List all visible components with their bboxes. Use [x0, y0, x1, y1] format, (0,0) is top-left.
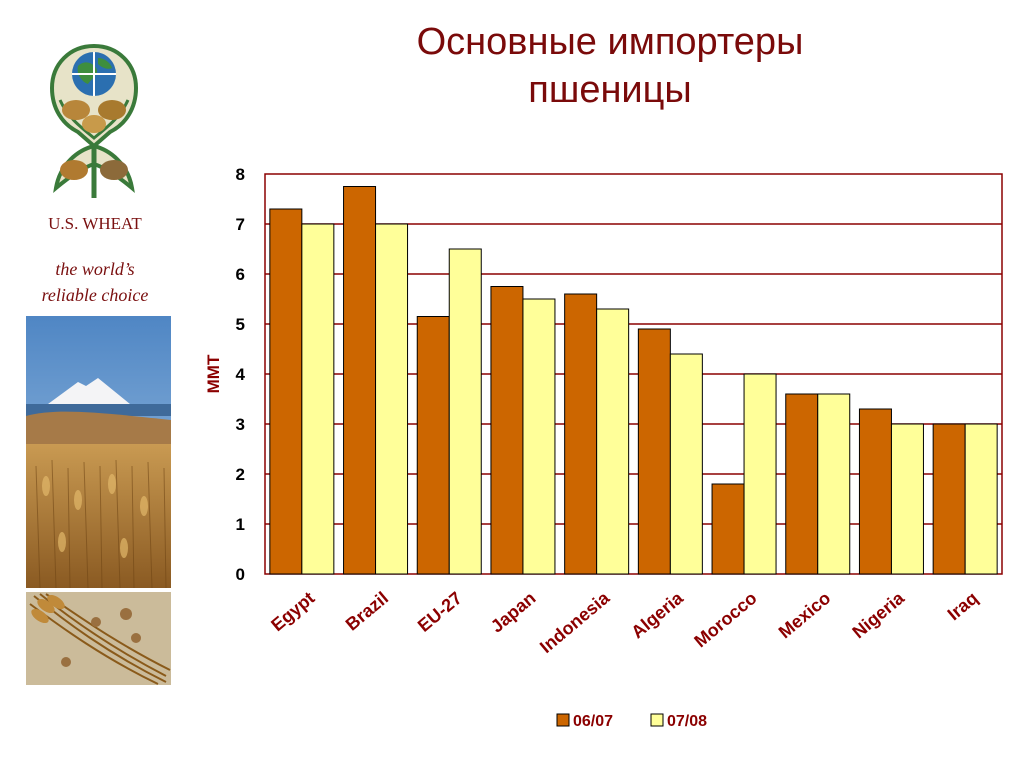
y-tick-label: 6 [236, 265, 245, 284]
x-tick-label: Morocco [690, 588, 760, 652]
bar-egypt-series-1 [269, 208, 303, 575]
legend-label-2: 07/08 [667, 713, 707, 730]
bar-mexico-series-2 [817, 393, 851, 575]
y-tick-label: 7 [236, 215, 245, 234]
tagline-line-2: reliable choice [41, 285, 149, 305]
bar-japan-series-1 [490, 286, 524, 575]
y-tick-label: 8 [236, 165, 245, 184]
x-tick-label: EU-27 [414, 588, 466, 636]
y-tick-label: 3 [236, 415, 245, 434]
wheat-sheaf-photo [26, 592, 171, 685]
x-tick-label: Algeria [627, 587, 687, 642]
bar-chart: 0 1 2 3 4 5 6 7 8 MMT Egypt Brazil EU-27 JapanIndones… [204, 165, 1003, 730]
title-line-2: пшеницы [528, 69, 692, 111]
tagline-line-1: the world’s [55, 259, 135, 279]
bar-mexico-series-1 [785, 393, 819, 575]
wheat-field-photo [26, 316, 171, 588]
bar-morocco-series-2 [743, 373, 777, 575]
bar-eu-27-series-2 [448, 248, 482, 575]
bar-iraq-series-1 [932, 423, 966, 575]
bar-egypt-series-2 [301, 223, 335, 575]
title-line-1: Основные импортеры [416, 21, 804, 63]
x-tick-label: Egypt [267, 588, 318, 635]
bar-morocco-series-1 [711, 483, 745, 575]
x-tick-label: Mexico [775, 588, 835, 643]
sidebar: U.S. WHEAT the world’s reliable choice [0, 0, 190, 768]
x-tick-label: Nigeria [848, 587, 908, 642]
legend-swatch-1 [556, 713, 570, 727]
bar-brazil-series-1 [343, 186, 377, 575]
y-tick-label: 4 [236, 365, 246, 384]
y-tick-label: 1 [236, 515, 245, 534]
bar-nigeria-series-2 [890, 423, 924, 575]
x-tick-label: Japan [487, 588, 540, 637]
bar-iraq-series-2 [964, 423, 998, 575]
bar-algeria-series-2 [669, 353, 703, 575]
legend-swatch-2 [650, 713, 664, 727]
bar-indonesia-series-1 [564, 293, 598, 575]
brand-name: U.S. WHEAT [48, 214, 142, 233]
bar-indonesia-series-2 [596, 308, 630, 575]
slide-title: Основные импортеры пшеницы [330, 18, 890, 114]
y-axis-label: MMT [204, 354, 223, 393]
y-tick-label: 5 [236, 315, 245, 334]
bar-brazil-series-2 [375, 223, 409, 575]
x-tick-label: Iraq [944, 588, 982, 625]
legend-label-1: 06/07 [573, 713, 613, 730]
bar-eu-27-series-1 [416, 316, 450, 575]
x-tick-label: Brazil [342, 588, 392, 635]
bar-japan-series-2 [522, 298, 556, 575]
y-tick-label: 2 [236, 465, 245, 484]
x-tick-label: Indonesia [536, 587, 614, 657]
tagline: the world’s reliable choice [0, 256, 190, 308]
bar-algeria-series-1 [637, 328, 671, 575]
y-tick-label: 0 [236, 565, 245, 584]
wheat-globe-logo-icon [49, 43, 139, 198]
bar-nigeria-series-1 [858, 408, 892, 575]
